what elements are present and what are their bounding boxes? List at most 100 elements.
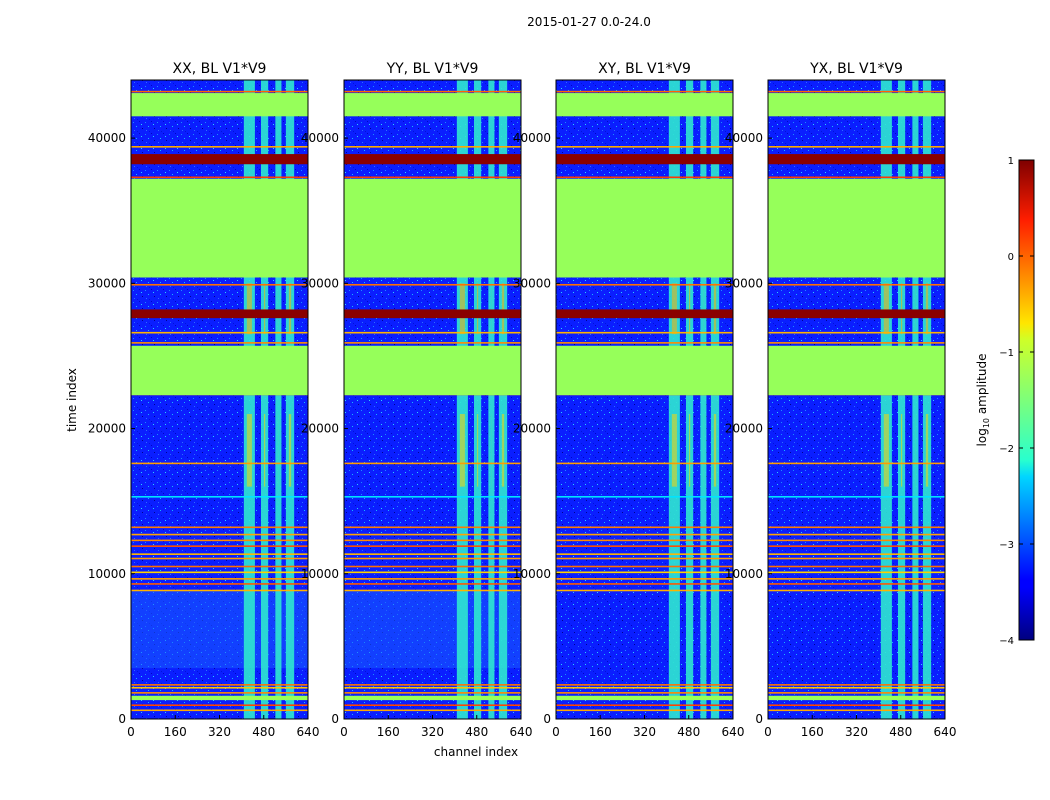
rfi-row <box>344 583 521 585</box>
rfi-row <box>556 571 733 574</box>
rfi-row <box>768 704 945 707</box>
rfi-row <box>768 565 945 568</box>
panel-background <box>768 80 945 719</box>
rfi-row <box>556 146 733 148</box>
rfi-row <box>131 90 308 93</box>
rfi-row <box>131 539 308 542</box>
colorbar-tick-label: 0 <box>1008 252 1014 263</box>
bright-channel-band <box>880 80 892 719</box>
y-tick-label: 0 <box>331 712 339 726</box>
y-tick-label: 40000 <box>513 131 551 145</box>
rfi-row <box>131 578 308 580</box>
hot-patch <box>688 283 691 335</box>
colorbar-tick-label: −2 <box>999 444 1014 455</box>
rfi-row <box>344 553 521 555</box>
rfi-row <box>344 686 521 689</box>
hot-patch <box>288 283 292 335</box>
hot-patch <box>459 414 465 487</box>
y-tick-label: 30000 <box>301 276 339 290</box>
rfi-row <box>556 565 733 568</box>
rfi-row <box>131 146 308 148</box>
x-tick-label: 640 <box>722 725 745 739</box>
x-tick-label: 160 <box>589 725 612 739</box>
hot-patch <box>501 283 505 335</box>
rfi-row <box>556 545 733 547</box>
rfi-row <box>344 526 521 529</box>
rfi-row <box>344 692 521 694</box>
saturated-rows <box>344 154 521 165</box>
hot-patch <box>459 283 465 335</box>
panel-title: YY, BL V1*V9 <box>386 61 479 77</box>
panel-4: YX, BL V1*V9 0 160 320 480 640 0 10000 20000 3000… <box>725 61 957 739</box>
flagged-rows <box>131 345 308 396</box>
rfi-row <box>131 283 308 286</box>
colorbar-tick-label: −4 <box>999 636 1014 647</box>
rfi-row <box>344 90 521 93</box>
y-tick-label: 40000 <box>88 131 126 145</box>
rfi-row <box>768 571 945 574</box>
y-tick-label: 30000 <box>88 276 126 290</box>
hot-patch <box>671 414 677 487</box>
panel-1: XX, BL V1*V9 0 160 320 480 640 0 10000 20000 3000… <box>88 61 320 739</box>
flagged-rows <box>556 695 733 701</box>
rfi-row <box>131 545 308 547</box>
hot-patch <box>713 283 717 335</box>
rfi-row <box>556 462 733 465</box>
rfi-row <box>768 545 945 547</box>
rfi-row <box>768 692 945 694</box>
x-tick-label: 480 <box>889 725 912 739</box>
bright-channel-band <box>275 80 282 719</box>
rfi-row <box>556 283 733 286</box>
x-tick-label: 640 <box>297 725 320 739</box>
rfi-row <box>344 533 521 536</box>
xlabel: channel index <box>434 745 518 759</box>
rfi-row <box>131 533 308 536</box>
panel-title: XX, BL V1*V9 <box>173 61 267 77</box>
flagged-rows <box>768 93 945 117</box>
colorbar-label: log10 amplitude <box>975 354 991 447</box>
flagged-rows <box>768 695 945 701</box>
y-tick-label: 40000 <box>725 131 763 145</box>
y-tick-label: 10000 <box>301 567 339 581</box>
flagged-rows <box>344 345 521 396</box>
bright-channel-band <box>488 80 495 719</box>
flagged-rows <box>131 695 308 701</box>
rfi-row <box>556 692 733 694</box>
bright-channel-band <box>922 80 932 719</box>
rfi-row <box>131 565 308 568</box>
y-tick-label: 30000 <box>513 276 551 290</box>
y-tick-label: 30000 <box>725 276 763 290</box>
hot-patch <box>288 414 292 487</box>
x-tick-label: 480 <box>252 725 275 739</box>
rfi-row <box>344 557 521 560</box>
rfi-row <box>768 589 945 592</box>
flagged-rows <box>344 93 521 117</box>
x-tick-label: 640 <box>934 725 957 739</box>
hot-patch <box>688 414 691 487</box>
rfi-row <box>131 526 308 529</box>
y-tick-label: 0 <box>543 712 551 726</box>
rfi-row <box>556 539 733 542</box>
bright-channel-band <box>243 80 255 719</box>
colorbar-gradient <box>1018 159 1035 641</box>
rfi-row <box>768 283 945 286</box>
rfi-row <box>131 557 308 560</box>
rfi-row <box>556 496 733 498</box>
y-tick-label: 20000 <box>513 422 551 436</box>
rfi-row <box>131 331 308 334</box>
y-tick-label: 40000 <box>301 131 339 145</box>
x-tick-label: 320 <box>208 725 231 739</box>
bright-channel-band <box>498 80 508 719</box>
rfi-row <box>131 496 308 498</box>
hot-patch <box>671 283 677 335</box>
x-tick-label: 0 <box>764 725 772 739</box>
rfi-row <box>556 553 733 555</box>
rfi-row <box>768 709 945 712</box>
rfi-row <box>556 331 733 334</box>
rfi-row <box>768 686 945 689</box>
rfi-row <box>131 709 308 712</box>
rfi-row <box>768 176 945 179</box>
rfi-row <box>131 583 308 585</box>
panels: XX, BL V1*V9 0 160 320 480 640 0 10000 20000 3000… <box>88 61 957 739</box>
